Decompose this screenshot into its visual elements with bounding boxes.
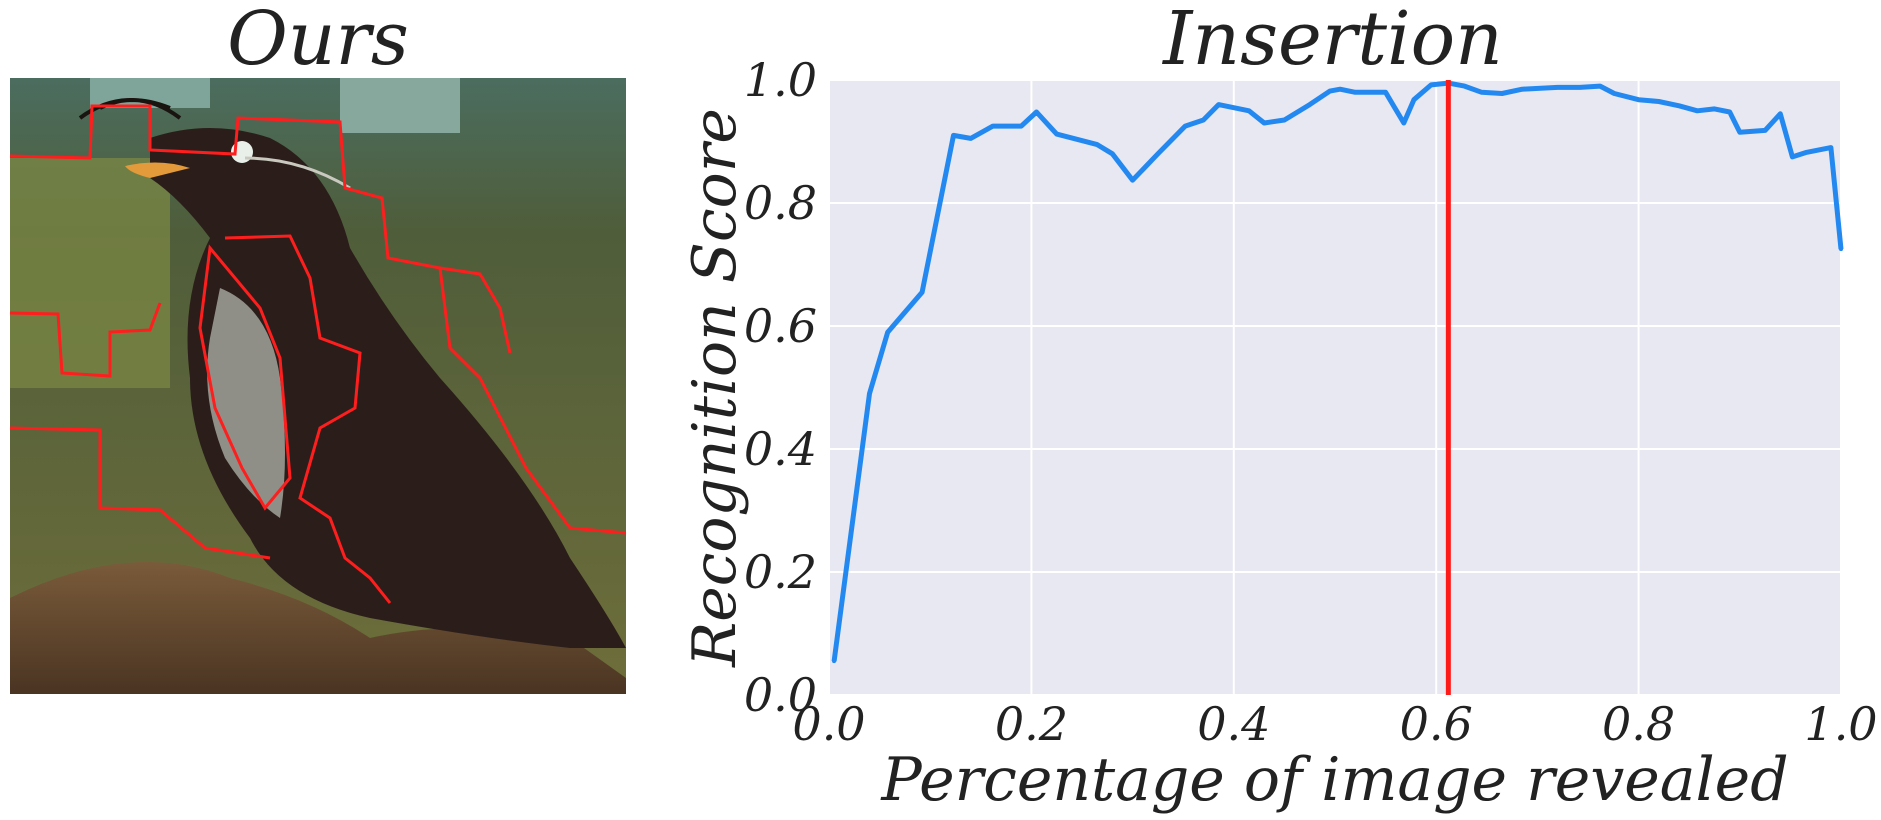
y-tick-label: 0.2 [744, 545, 817, 599]
data-point [1338, 87, 1343, 92]
left-panel-title: Ours [227, 0, 409, 82]
data-point [1656, 99, 1661, 104]
data-point [1462, 84, 1467, 89]
data-point [832, 659, 837, 664]
x-tick-label: 0.8 [1602, 697, 1675, 751]
data-point [1034, 109, 1039, 114]
data-point [1712, 106, 1717, 111]
data-point [1307, 102, 1312, 107]
data-point [968, 136, 973, 141]
data-point [1401, 121, 1406, 126]
data-point [1727, 109, 1732, 114]
y-tick-label: 0.0 [744, 668, 817, 722]
data-point [920, 290, 925, 295]
data-point [1201, 117, 1206, 122]
data-point [1677, 103, 1682, 108]
data-point [1577, 85, 1582, 90]
y-tick-label: 0.8 [744, 176, 817, 230]
y-tick-label: 0.6 [744, 299, 817, 353]
bird-segmentation-image [10, 78, 626, 694]
grid-lines [828, 79, 1842, 696]
data-point [1019, 124, 1024, 129]
data-point [1054, 132, 1059, 137]
tick-labels: 0.0 0.2 0.4 0.6 0.8 1.0 0.0 0.2 0.4 0.6 0.8 1.0 [744, 53, 1878, 751]
data-point [1130, 178, 1135, 183]
data-point [1499, 91, 1504, 96]
x-tick-label: 0.2 [995, 697, 1068, 751]
data-point [1155, 151, 1160, 156]
plot-area [829, 80, 1841, 695]
data-point [1737, 130, 1742, 135]
data-point [1282, 117, 1287, 122]
data-point [1383, 90, 1388, 95]
x-tick-label: 0.4 [1197, 697, 1270, 751]
data-point [1520, 87, 1525, 92]
data-point [867, 391, 872, 396]
data-point [1790, 154, 1795, 159]
data-point [1327, 89, 1332, 94]
y-tick-label: 1.0 [744, 53, 817, 107]
data-point [990, 124, 995, 129]
data-point [1763, 128, 1768, 133]
data-point [1429, 82, 1434, 87]
data-point [1246, 108, 1251, 113]
x-axis-label: Percentage of image revealed [880, 745, 1788, 815]
data-point [1262, 121, 1267, 126]
x-tick-label: 0.6 [1400, 697, 1473, 751]
data-point [1095, 142, 1100, 147]
data-point [1612, 91, 1617, 96]
data-points [832, 81, 1843, 664]
data-point [1479, 90, 1484, 95]
chart-title: Insertion [1163, 0, 1503, 82]
x-tick-label: 0.0 [792, 697, 865, 751]
data-point [1353, 90, 1358, 95]
data-point [1110, 151, 1115, 156]
data-point [1778, 111, 1783, 116]
data-point [1803, 150, 1808, 155]
x-tick-label: 1.0 [1804, 697, 1877, 751]
data-point [951, 133, 956, 138]
bird-photo-illustration [10, 78, 626, 694]
data-point [1216, 102, 1221, 107]
data-point [1598, 84, 1603, 89]
data-point [885, 330, 890, 335]
data-point [1695, 108, 1700, 113]
data-point [1411, 97, 1416, 102]
data-point [1636, 97, 1641, 102]
recognition-score-line [831, 80, 1844, 662]
y-tick-label: 0.4 [744, 422, 817, 476]
data-point [1839, 247, 1843, 252]
data-point [1183, 124, 1188, 129]
data-point [1555, 85, 1560, 90]
y-axis-label: Recognition Score [680, 108, 750, 668]
data-point [1828, 145, 1833, 150]
